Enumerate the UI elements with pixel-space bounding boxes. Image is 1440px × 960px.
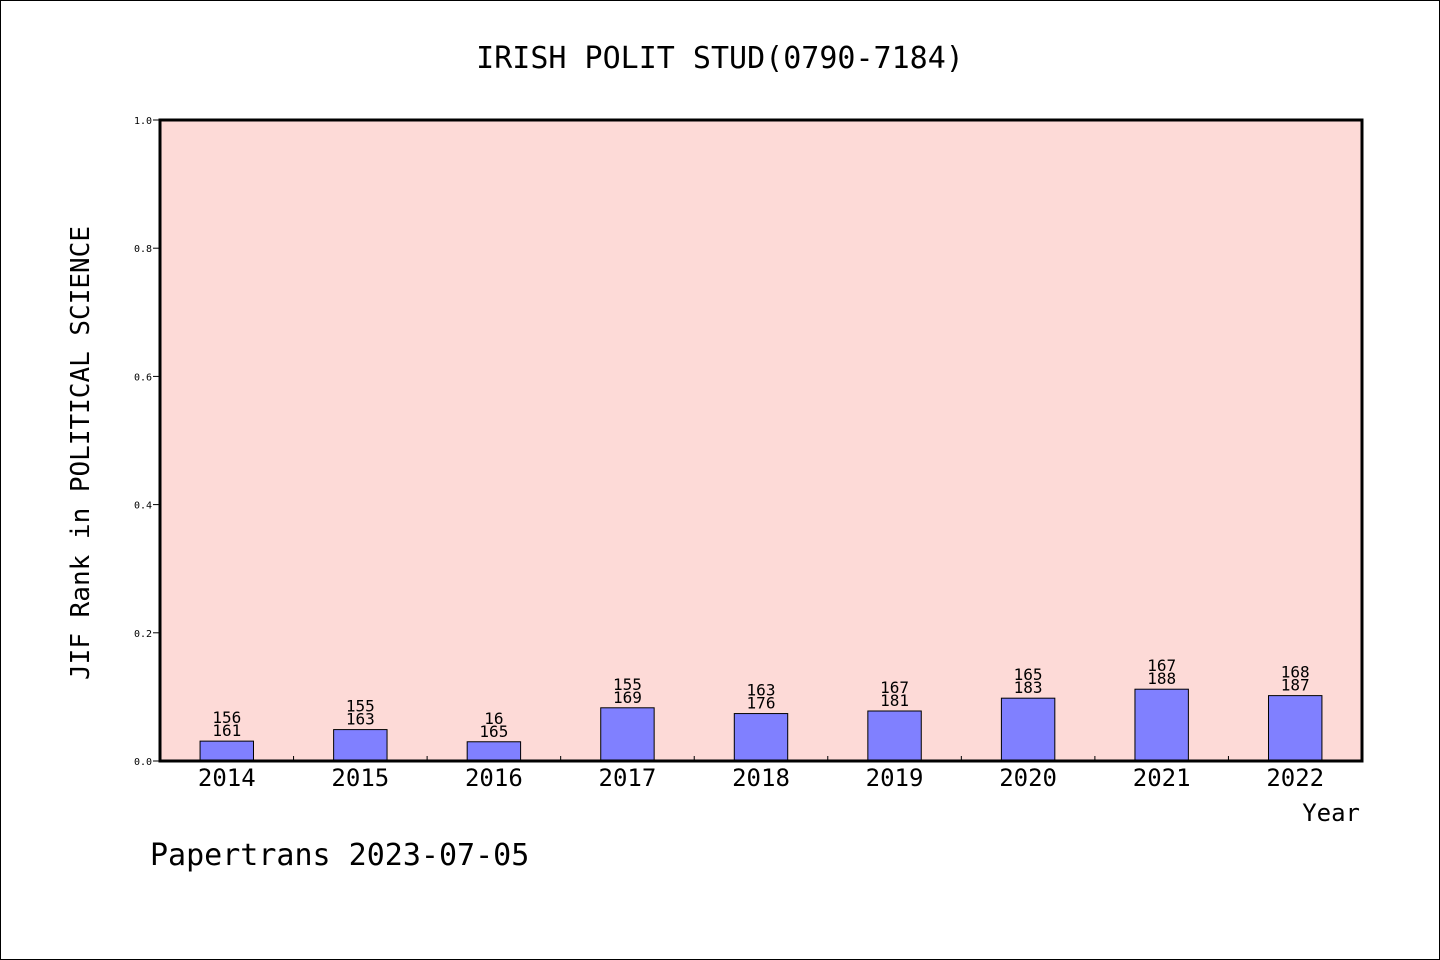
chart-title: IRISH POLIT STUD(0790-7184): [476, 41, 964, 76]
bar-label-bottom: 183: [1014, 678, 1043, 697]
bar-label-top: 168: [1281, 663, 1310, 682]
x-axis-label: Year: [1302, 799, 1360, 827]
bar-2020: [1000, 697, 1056, 762]
y-tick-label: 0.2: [134, 629, 152, 640]
y-axis-label: JIF Rank in POLITICAL SCIENCE: [66, 226, 96, 680]
bar-label-bottom: 161: [212, 721, 241, 740]
x-tick-label: 2019: [866, 764, 924, 792]
bar-label-top: 165: [1014, 665, 1043, 684]
bar-label-top: 163: [747, 681, 776, 700]
bar-label-bottom: 163: [346, 710, 375, 729]
x-tick-label: 2017: [599, 764, 657, 792]
bar-label-bottom: 176: [747, 694, 776, 713]
bar-label-top: 156: [212, 708, 241, 727]
y-tick-label: 0.6: [134, 372, 152, 383]
plot-area: [160, 120, 1362, 761]
bar-label-bottom: 165: [479, 722, 508, 741]
bar-2022: [1268, 695, 1323, 762]
x-tick-label: 2021: [1133, 764, 1191, 792]
y-tick-label: 0.8: [134, 244, 152, 255]
bar-label-bottom: 169: [613, 688, 642, 707]
bar-2015: [333, 729, 388, 762]
y-tick-label: 1.0: [134, 116, 152, 127]
bar-label-bottom: 188: [1147, 669, 1176, 688]
bar-2018: [733, 713, 789, 762]
bar-label-top: 155: [613, 675, 642, 694]
x-tick-label: 2016: [465, 764, 523, 792]
bar-label-top: 155: [346, 697, 375, 716]
footer-text: Papertrans 2023-07-05: [150, 838, 529, 873]
x-tick-label: 2020: [999, 764, 1057, 792]
x-tick-label: 2018: [732, 764, 790, 792]
bar-2014: [199, 740, 254, 762]
bar-label-top: 167: [1147, 656, 1176, 675]
bar-label-top: 16: [484, 709, 503, 728]
bar-2016: [466, 741, 522, 762]
bar-2021: [1134, 688, 1189, 762]
y-axis: 0.0 0.2 0.4 0.6 0.8 1.0: [134, 116, 160, 768]
bar-2019: [867, 710, 922, 762]
y-tick-label: 0.0: [134, 757, 152, 768]
x-axis: 2014 2015 2016 2017 2018 2019 2020 2021 2022: [198, 756, 1324, 792]
bar-2017: [600, 707, 655, 762]
bar-label-top: 167: [880, 678, 909, 697]
y-tick-label: 0.4: [134, 501, 152, 512]
plot-border: [158, 118, 1364, 763]
bar-label-bottom: 181: [880, 691, 909, 710]
x-tick-label: 2015: [331, 764, 389, 792]
x-tick-label: 2014: [198, 764, 256, 792]
x-tick-label: 2022: [1266, 764, 1324, 792]
bar-label-bottom: 187: [1281, 676, 1310, 695]
